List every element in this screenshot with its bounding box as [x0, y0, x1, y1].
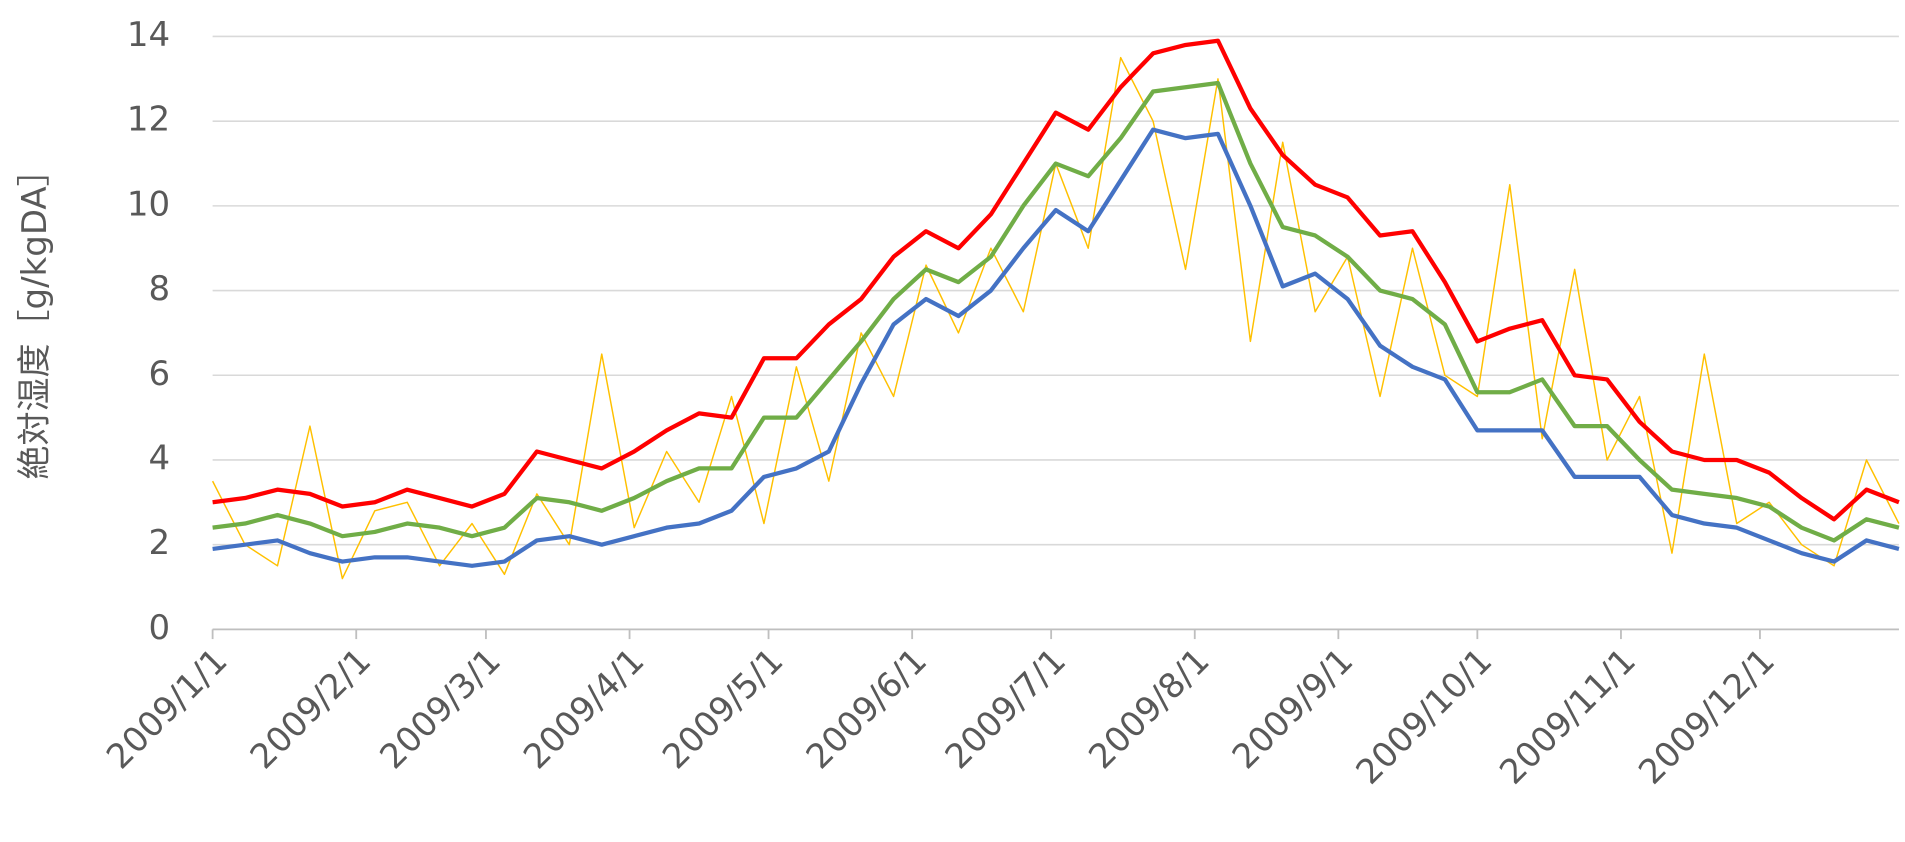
- y-tick-label: 4: [148, 438, 170, 478]
- x-tick-label: 2009/4/1: [516, 641, 652, 777]
- x-tick-label: 2009/12/1: [1631, 641, 1783, 793]
- x-tick-label: 2009/7/1: [938, 641, 1074, 777]
- y-tick-label: 0: [148, 608, 170, 648]
- x-tick-label: 2009/8/1: [1081, 641, 1217, 777]
- series-line: [212, 38, 1900, 522]
- x-tick-label: 2009/3/1: [372, 641, 508, 777]
- y-tick-label: 8: [148, 269, 170, 309]
- y-tick-label: 2: [148, 523, 170, 563]
- series-line: [212, 127, 1900, 568]
- x-tick-label: 2009/5/1: [655, 641, 791, 777]
- series-line: [212, 80, 1900, 543]
- y-tick-label: 12: [127, 100, 170, 140]
- y-tick-label: 6: [148, 354, 170, 394]
- x-tick-label: 2009/10/1: [1349, 641, 1501, 793]
- x-tick-label: 2009/1/1: [99, 641, 235, 777]
- x-tick-label: 2009/2/1: [243, 641, 379, 777]
- y-tick-label: 10: [127, 184, 170, 224]
- x-tick-label: 2009/9/1: [1225, 641, 1361, 777]
- series-line: [211, 56, 1900, 580]
- y-tick-label: 14: [127, 15, 170, 55]
- y-axis-title: 絶対湿度［g/kgDA］: [15, 152, 55, 479]
- x-tick-label: 2009/6/1: [799, 641, 935, 777]
- x-tick-label: 2009/11/1: [1492, 641, 1644, 793]
